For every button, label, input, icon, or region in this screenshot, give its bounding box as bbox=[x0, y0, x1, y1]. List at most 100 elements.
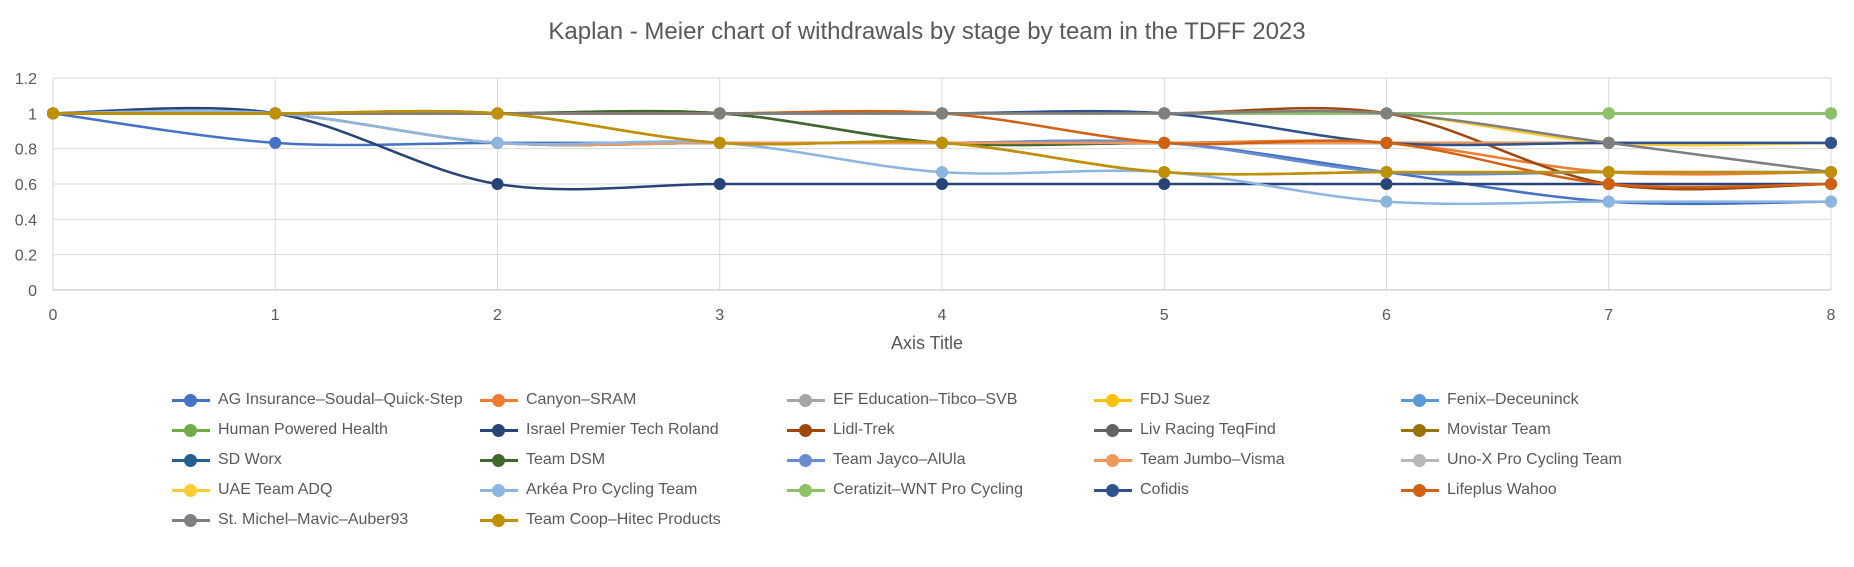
legend-swatch bbox=[785, 393, 827, 407]
legend-item: Cofidis bbox=[1092, 475, 1189, 505]
legend-label: UAE Team ADQ bbox=[218, 481, 333, 498]
legend-label: SD Worx bbox=[218, 451, 282, 468]
x-axis-title: Axis Title bbox=[890, 333, 964, 353]
legend-label: Canyon–SRAM bbox=[526, 391, 637, 408]
data-point bbox=[936, 136, 948, 149]
legend-item: Team Jayco–AlUla bbox=[785, 445, 966, 475]
legend-swatch bbox=[785, 453, 827, 467]
data-point bbox=[713, 178, 726, 190]
legend-swatch bbox=[1092, 483, 1134, 497]
legend-label: Human Powered Health bbox=[218, 421, 388, 438]
data-point bbox=[1158, 136, 1171, 149]
legend-label: Liv Racing TeqFind bbox=[1140, 421, 1276, 438]
data-point bbox=[1380, 136, 1393, 149]
y-tick-label: 0.6 bbox=[15, 177, 37, 194]
legend-label: Team Jumbo–Visma bbox=[1140, 451, 1285, 468]
x-tick-label: 2 bbox=[493, 307, 502, 324]
legend-swatch bbox=[1092, 423, 1134, 437]
data-point bbox=[1825, 166, 1837, 179]
data-point bbox=[936, 166, 948, 179]
data-point bbox=[1602, 195, 1615, 208]
legend-swatch bbox=[785, 483, 827, 497]
legend-swatch bbox=[478, 513, 520, 527]
x-tick-label: 0 bbox=[49, 307, 58, 324]
legend-swatch bbox=[478, 423, 520, 437]
legend-swatch bbox=[478, 393, 520, 407]
legend-swatch bbox=[170, 423, 212, 437]
legend-item: SD Worx bbox=[170, 445, 282, 475]
data-point bbox=[1602, 166, 1615, 179]
legend-item: Liv Racing TeqFind bbox=[1092, 415, 1276, 445]
data-point bbox=[1380, 107, 1393, 120]
data-point bbox=[1380, 178, 1393, 190]
data-point bbox=[1158, 178, 1171, 190]
legend-item: Team Coop–Hitec Products bbox=[478, 505, 721, 535]
data-point bbox=[1602, 107, 1615, 120]
legend-swatch bbox=[1399, 453, 1441, 467]
y-tick-label: 0.4 bbox=[15, 212, 37, 229]
data-point bbox=[1158, 107, 1171, 120]
legend-item: AG Insurance–Soudal–Quick-Step bbox=[170, 385, 463, 415]
legend-label: Team Jayco–AlUla bbox=[833, 451, 966, 468]
y-tick-label: 0.2 bbox=[15, 248, 37, 265]
data-point bbox=[47, 107, 59, 120]
x-tick-label: 6 bbox=[1382, 307, 1391, 324]
legend-label: Team DSM bbox=[526, 451, 606, 468]
data-point bbox=[936, 107, 948, 120]
legend-label: Team Coop–Hitec Products bbox=[526, 511, 721, 528]
legend-label: Israel Premier Tech Roland bbox=[526, 421, 719, 438]
y-tick-label: 0.8 bbox=[15, 142, 37, 159]
legend-swatch bbox=[170, 453, 212, 467]
legend-label: Cofidis bbox=[1140, 481, 1189, 498]
legend-swatch bbox=[478, 483, 520, 497]
legend-swatch bbox=[170, 513, 212, 527]
legend-item: Uno-X Pro Cycling Team bbox=[1399, 445, 1622, 475]
legend-item: Team DSM bbox=[478, 445, 605, 475]
legend-item: Lifeplus Wahoo bbox=[1399, 475, 1557, 505]
legend-label: Fenix–Deceuninck bbox=[1447, 391, 1579, 408]
legend-label: Uno-X Pro Cycling Team bbox=[1447, 451, 1622, 468]
data-point bbox=[1158, 166, 1171, 179]
data-point bbox=[491, 107, 504, 120]
legend-item: Human Powered Health bbox=[170, 415, 388, 445]
x-tick-label: 3 bbox=[715, 307, 724, 324]
data-point bbox=[491, 136, 504, 149]
data-point bbox=[1602, 136, 1615, 149]
x-tick-label: 5 bbox=[1160, 307, 1169, 324]
legend-label: Movistar Team bbox=[1447, 421, 1551, 438]
legend-swatch bbox=[785, 423, 827, 437]
legend-label: FDJ Suez bbox=[1140, 391, 1211, 408]
data-point bbox=[936, 178, 948, 190]
data-point bbox=[713, 136, 726, 149]
legend-swatch bbox=[170, 483, 212, 497]
legend-label: EF Education–Tibco–SVB bbox=[833, 391, 1018, 408]
data-point bbox=[1825, 136, 1837, 149]
legend-label: Lifeplus Wahoo bbox=[1447, 481, 1557, 498]
legend-label: Lidl-Trek bbox=[833, 421, 895, 438]
legend-item: Ceratizit–WNT Pro Cycling bbox=[785, 475, 1023, 505]
series-21 bbox=[47, 107, 1837, 179]
legend-swatch bbox=[1092, 453, 1134, 467]
chart-title: Kaplan - Meier chart of withdrawals by s… bbox=[548, 18, 1306, 45]
data-point bbox=[1380, 166, 1393, 179]
x-tick-label: 8 bbox=[1827, 307, 1836, 324]
legend-label: AG Insurance–Soudal–Quick-Step bbox=[218, 391, 463, 408]
x-tick-label: 4 bbox=[938, 307, 947, 324]
legend-label: Arkéa Pro Cycling Team bbox=[526, 481, 698, 498]
y-tick-label: 1 bbox=[28, 106, 37, 123]
data-point bbox=[491, 178, 504, 190]
data-point bbox=[1380, 195, 1393, 208]
y-tick-label: 0 bbox=[28, 283, 37, 300]
legend-swatch bbox=[170, 393, 212, 407]
legend-item: Movistar Team bbox=[1399, 415, 1551, 445]
legend-swatch bbox=[478, 453, 520, 467]
legend-item: Team Jumbo–Visma bbox=[1092, 445, 1285, 475]
legend-swatch bbox=[1399, 483, 1441, 497]
data-point bbox=[713, 107, 726, 120]
x-tick-label: 1 bbox=[271, 307, 280, 324]
legend-label: St. Michel–Mavic–Auber93 bbox=[218, 511, 409, 528]
legend-item: Israel Premier Tech Roland bbox=[478, 415, 719, 445]
data-point bbox=[1825, 195, 1837, 208]
legend-item: Fenix–Deceuninck bbox=[1399, 385, 1579, 415]
legend-item: St. Michel–Mavic–Auber93 bbox=[170, 505, 408, 535]
